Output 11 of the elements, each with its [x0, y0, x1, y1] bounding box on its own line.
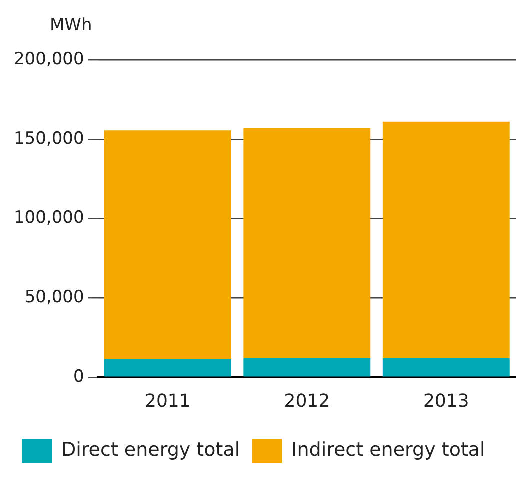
x-tick-label: 2012: [284, 390, 330, 412]
y-tick-label: 100,000: [14, 208, 84, 228]
y-tick-label: 200,000: [14, 49, 84, 70]
x-tick-label: 2011: [145, 390, 191, 412]
x-tick-label: 2013: [423, 390, 470, 412]
y-tick-label: 50,000: [24, 287, 84, 308]
legend-label: Indirect energy total: [292, 438, 486, 461]
legend-label: Direct energy total: [62, 438, 240, 461]
y-tick-label: 150,000: [14, 128, 84, 149]
y-tick-label: 0: [73, 366, 84, 387]
y-axis-title: MWh: [50, 15, 92, 36]
